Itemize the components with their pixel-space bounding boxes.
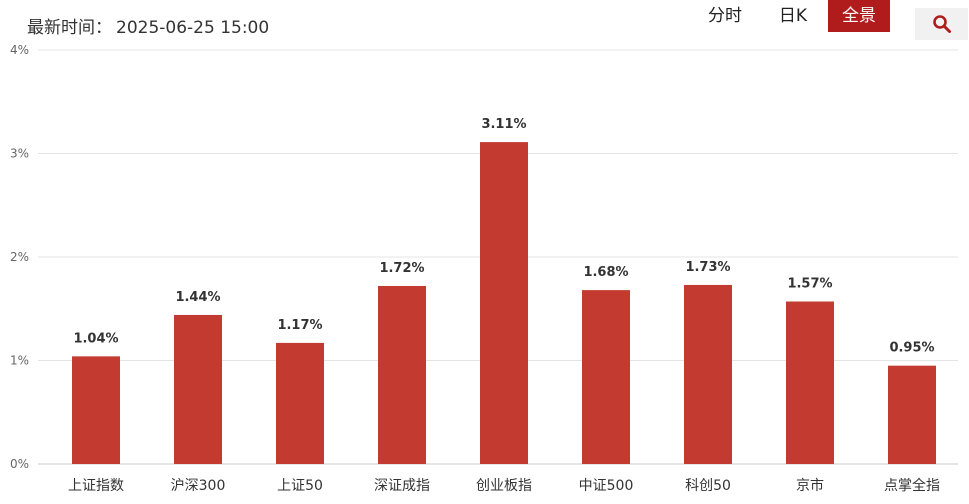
- tab-daily-k[interactable]: 日K: [778, 6, 808, 26]
- tab-intraday[interactable]: 分时: [708, 6, 742, 26]
- y-tick-label: 4%: [10, 43, 29, 57]
- latest-time-value: 2025-06-25 15:00: [116, 18, 270, 38]
- y-tick-label: 1%: [10, 354, 29, 368]
- y-tick-label: 2%: [10, 250, 29, 264]
- latest-time: 最新时间： 2025-06-25 15:00: [27, 13, 269, 38]
- x-category-label: 科创50: [685, 478, 731, 494]
- bar: [480, 142, 528, 465]
- bar: [174, 314, 222, 464]
- bar-value-label: 1.57%: [787, 277, 832, 292]
- bar: [888, 365, 936, 464]
- bar-value-label: 1.72%: [379, 261, 424, 276]
- tab-panorama[interactable]: 全景: [828, 0, 890, 32]
- search-button[interactable]: [915, 8, 968, 40]
- x-category-label: 沪深300: [171, 478, 226, 494]
- bar: [378, 285, 426, 464]
- bar: [684, 284, 732, 464]
- x-category-label: 上证50: [277, 478, 323, 494]
- y-tick-label: 0%: [10, 457, 29, 471]
- search-icon: [933, 15, 951, 33]
- bar: [72, 356, 120, 464]
- x-category-label: 中证500: [579, 478, 634, 494]
- bar-value-label: 1.73%: [685, 260, 730, 275]
- bar-value-label: 1.17%: [277, 318, 322, 333]
- bar-value-label: 0.95%: [889, 341, 934, 356]
- x-category-label: 上证指数: [68, 478, 124, 494]
- x-category-label: 创业板指: [476, 478, 532, 494]
- bar: [276, 342, 324, 464]
- chart-header: 最新时间： 2025-06-25 15:00 分时 日K 全景: [0, 0, 969, 46]
- x-category-label: 京市: [796, 477, 824, 494]
- bar-value-label: 1.44%: [175, 290, 220, 305]
- x-category-label: 深证成指: [374, 478, 430, 494]
- bar-value-label: 3.11%: [481, 117, 526, 132]
- y-tick-label: 3%: [10, 147, 29, 161]
- bar: [786, 301, 834, 464]
- latest-time-label: 最新时间：: [27, 18, 112, 38]
- bar: [582, 290, 630, 464]
- bar-value-label: 1.68%: [583, 265, 628, 280]
- x-category-label: 点掌全指: [884, 477, 940, 494]
- bar-value-label: 1.04%: [73, 331, 118, 346]
